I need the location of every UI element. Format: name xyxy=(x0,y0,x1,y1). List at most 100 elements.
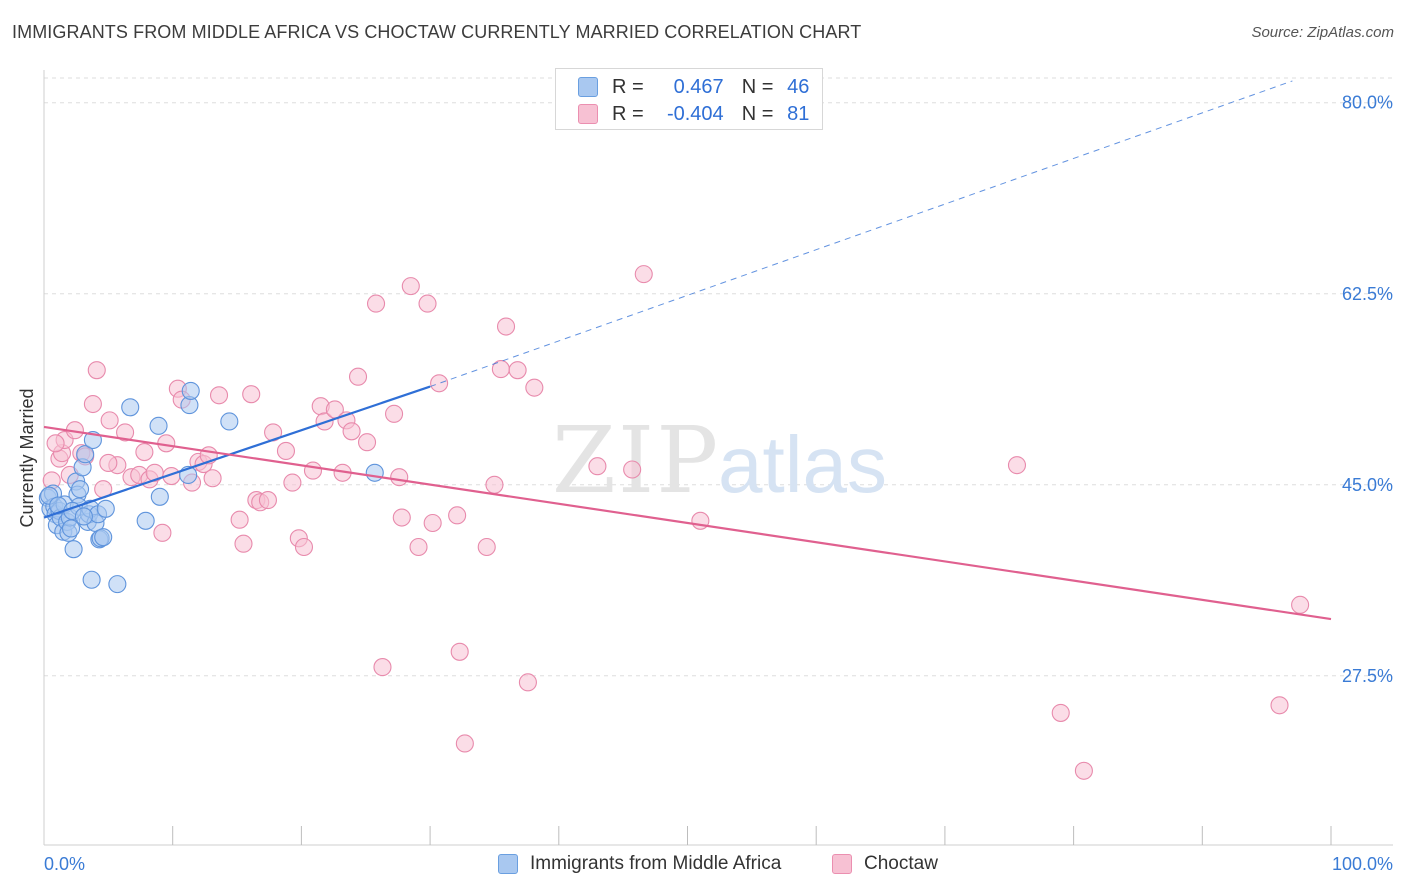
choctaw-point xyxy=(1051,703,1070,722)
series-legend-middle-africa: Immigrants from Middle Africa xyxy=(498,852,781,876)
legend-swatch-blue xyxy=(578,77,598,97)
middle-africa-point xyxy=(82,570,101,589)
legend-n-label: N = xyxy=(741,75,774,98)
choctaw-point xyxy=(485,475,504,494)
middle-africa-point xyxy=(61,519,81,538)
choctaw-point xyxy=(588,457,607,476)
choctaw-point xyxy=(234,534,253,553)
choctaw-point xyxy=(623,460,642,479)
series-swatch-blue xyxy=(498,854,518,874)
middle-africa-point xyxy=(96,499,115,518)
middle-africa-point xyxy=(220,412,239,431)
watermark: ZIP atlas xyxy=(552,407,887,514)
choctaw-point xyxy=(430,374,449,393)
axes xyxy=(43,70,1393,846)
middle-africa-point xyxy=(108,575,127,594)
middle-africa-trendline xyxy=(43,385,431,519)
choctaw-point xyxy=(230,510,249,529)
choctaw-points xyxy=(42,265,1310,780)
middle-africa-point xyxy=(150,487,169,506)
middle-africa-trendline-extension xyxy=(429,80,1293,388)
legend-r-value: -0.404 xyxy=(666,102,724,125)
choctaw-point xyxy=(518,673,537,692)
choctaw-point xyxy=(99,453,118,473)
choctaw-point xyxy=(366,294,386,313)
source-label: Source: ZipAtlas.com xyxy=(1251,24,1394,41)
choctaw-trendline xyxy=(43,425,1332,621)
choctaw-point xyxy=(83,394,102,414)
series-legend-choctaw: Choctaw xyxy=(832,852,938,876)
trendlines xyxy=(43,80,1332,621)
middle-africa-point xyxy=(365,463,384,482)
choctaw-point xyxy=(294,537,314,557)
choctaw-point xyxy=(87,361,106,380)
choctaw-point xyxy=(46,434,65,453)
choctaw-point xyxy=(455,734,474,753)
legend-swatch-pink xyxy=(578,104,598,124)
choctaw-point xyxy=(448,506,467,525)
choctaw-point xyxy=(1074,761,1093,780)
choctaw-point xyxy=(342,422,361,441)
choctaw-point xyxy=(283,473,302,492)
choctaw-point xyxy=(418,294,437,313)
x-ticks xyxy=(172,826,1332,845)
legend-r-value: 0.467 xyxy=(673,75,724,98)
legend-n-value: 46 xyxy=(787,75,810,98)
middle-africa-point xyxy=(149,416,168,435)
middle-africa-point xyxy=(74,507,93,526)
choctaw-point xyxy=(1291,595,1310,614)
watermark-atlas: atlas xyxy=(718,420,887,509)
choctaw-point xyxy=(135,442,154,462)
legend-row-middle-africa: R = 0.467 N = 46 xyxy=(578,75,809,99)
legend-row-choctaw: R = -0.404 N = 81 xyxy=(578,102,809,126)
middle-africa-point xyxy=(121,398,140,417)
legend-n-value: 81 xyxy=(787,102,810,125)
y-tick-label: 45.0% xyxy=(1342,475,1393,495)
choctaw-point xyxy=(401,277,420,296)
chart-title: IMMIGRANTS FROM MIDDLE AFRICA VS CHOCTAW… xyxy=(12,22,862,42)
legend-r-label: R = xyxy=(612,102,644,125)
choctaw-point xyxy=(100,411,119,430)
middle-africa-point xyxy=(136,511,155,530)
choctaw-point xyxy=(525,378,544,397)
legend-r-label: R = xyxy=(612,75,644,98)
choctaw-point xyxy=(357,433,377,452)
choctaw-point xyxy=(242,385,261,404)
choctaw-point xyxy=(1270,696,1289,715)
watermark-zip: ZIP xyxy=(552,407,720,514)
choctaw-point xyxy=(1007,456,1027,475)
middle-africa-point xyxy=(181,381,200,400)
choctaw-point xyxy=(203,469,222,488)
choctaw-point xyxy=(634,265,653,284)
choctaw-point xyxy=(153,523,172,542)
choctaw-point xyxy=(496,317,516,336)
y-axis-label: Currently Married xyxy=(17,388,37,527)
legend-n-label: N = xyxy=(741,102,774,125)
choctaw-point xyxy=(392,508,411,527)
series-name-middle-africa: Immigrants from Middle Africa xyxy=(530,853,782,874)
choctaw-point xyxy=(390,468,409,487)
choctaw-point xyxy=(209,386,229,405)
gridlines xyxy=(44,77,1393,677)
y-tick-label: 27.5% xyxy=(1342,666,1393,686)
y-tick-labels: 27.5% 45.0% 62.5% 80.0% xyxy=(1342,93,1393,686)
choctaw-point xyxy=(508,361,527,380)
choctaw-point xyxy=(303,461,323,480)
choctaw-point xyxy=(423,513,442,533)
choctaw-point xyxy=(348,367,368,386)
y-tick-label: 80.0% xyxy=(1342,93,1393,113)
choctaw-point xyxy=(116,423,135,442)
middle-africa-point xyxy=(76,445,95,464)
choctaw-point xyxy=(409,537,428,557)
choctaw-point xyxy=(385,404,404,423)
choctaw-point xyxy=(258,491,277,510)
choctaw-point xyxy=(276,441,296,461)
choctaw-point xyxy=(373,658,392,677)
correlation-legend: R = 0.467 N = 46 R = -0.404 N = 81 xyxy=(555,68,823,130)
choctaw-point xyxy=(477,537,496,557)
y-tick-label: 62.5% xyxy=(1342,284,1393,304)
middle-africa-point xyxy=(70,480,90,499)
x-tick-label-max: 100.0% xyxy=(1332,854,1393,874)
middle-africa-point xyxy=(94,528,113,547)
